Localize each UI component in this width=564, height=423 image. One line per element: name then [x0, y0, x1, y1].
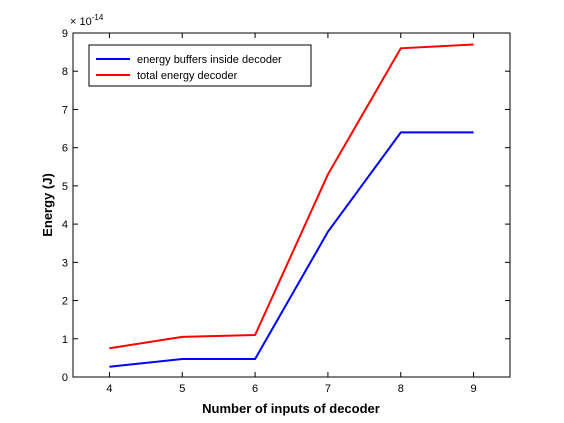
x-axis: 4 5 6 7 8 9 [106, 33, 477, 395]
series-line-1 [109, 131, 474, 368]
legend-label-series-1: energy buffers inside decoder [137, 54, 282, 66]
y-tick-label: 1 [62, 334, 68, 346]
y-tick-label: 0 [62, 372, 68, 384]
legend: energy buffers inside decoder total ener… [88, 44, 312, 87]
series-group [109, 43, 474, 368]
plot-area [72, 32, 511, 378]
legend-box [88, 44, 312, 87]
y-scale-exponent: -14 [92, 13, 104, 22]
x-axis-label: Number of inputs of decoder [202, 401, 380, 416]
x-tick-label: 5 [179, 383, 185, 395]
y-tick-label: 3 [62, 257, 68, 269]
y-tick-label: 8 [62, 66, 68, 78]
y-axis-label: Energy (J) [40, 173, 55, 237]
series-line-2 [109, 43, 474, 350]
y-tick-label: 2 [62, 296, 68, 308]
x-tick-label: 8 [398, 383, 404, 395]
y-scale-label: × 10-14 [70, 13, 104, 28]
y-tick-label: 7 [62, 104, 68, 116]
y-tick-label: 5 [62, 181, 68, 193]
x-tick-label: 9 [471, 383, 477, 395]
legend-label-series-2: total energy decoder [137, 70, 238, 82]
x-tick-label: 7 [325, 383, 331, 395]
y-tick-label: 6 [62, 143, 68, 155]
x-tick-label: 6 [252, 383, 258, 395]
y-tick-label: 9 [62, 28, 68, 40]
x-tick-label: 4 [106, 383, 112, 395]
y-tick-label: 4 [62, 219, 68, 231]
y-axis: 0 1 2 3 4 5 6 7 8 9 [62, 28, 510, 384]
